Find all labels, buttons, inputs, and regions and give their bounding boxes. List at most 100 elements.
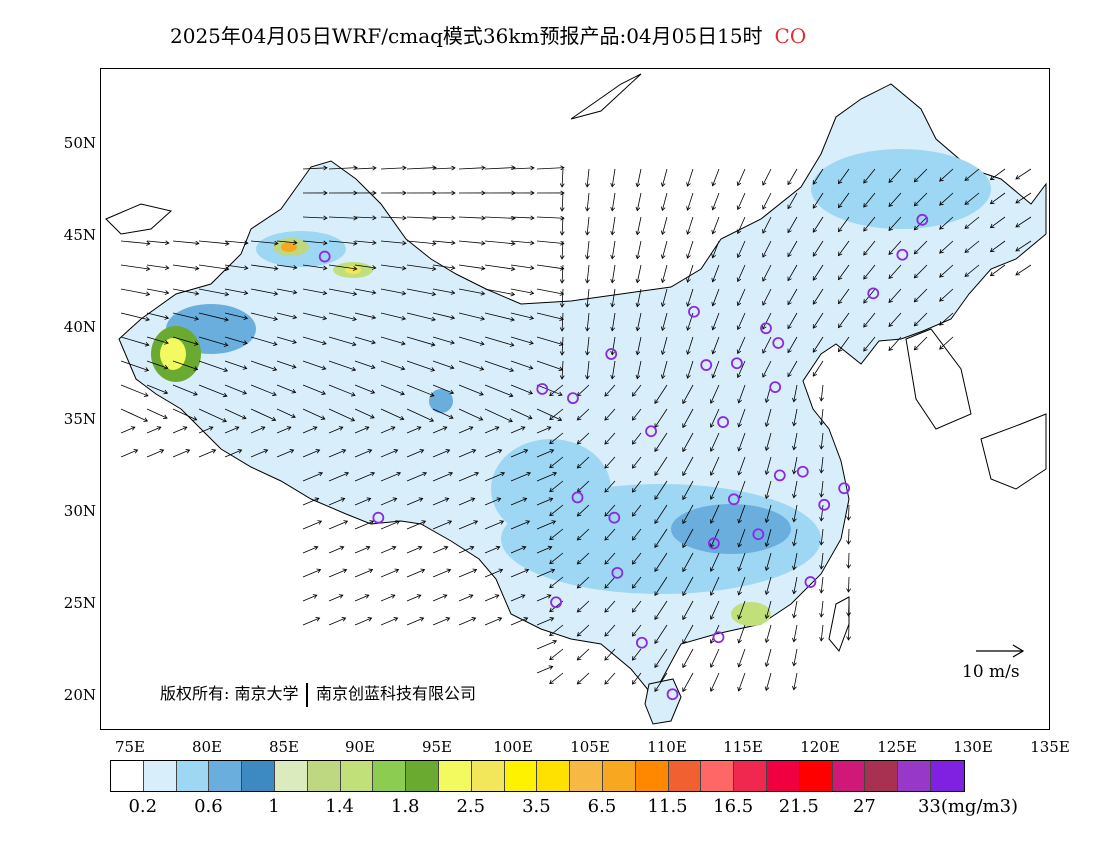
lon-label: 125E	[877, 738, 917, 756]
wind-arrowhead	[631, 608, 637, 613]
wind-arrow	[812, 168, 824, 185]
wind-arrow	[432, 336, 455, 344]
station-marker[interactable]	[605, 348, 618, 360]
station-marker[interactable]	[708, 537, 720, 550]
wind-arrow	[888, 264, 902, 279]
wind-arrow	[793, 408, 798, 426]
wind-arrow	[661, 336, 668, 355]
station-marker[interactable]	[645, 425, 657, 438]
wind-arrowhead	[480, 290, 486, 296]
station-marker[interactable]	[611, 566, 624, 579]
station-marker[interactable]	[635, 636, 648, 649]
legend-swatch	[307, 761, 341, 791]
station-marker[interactable]	[752, 528, 765, 541]
wind-arrowhead	[353, 215, 358, 221]
station-marker[interactable]	[796, 465, 809, 478]
wind-arrow	[172, 312, 199, 320]
wind-arrowhead	[792, 637, 797, 643]
lon-label: 90E	[344, 738, 376, 756]
wind-arrowhead	[293, 240, 298, 245]
legend-swatch	[602, 761, 636, 791]
wind-arrowhead	[787, 372, 792, 378]
map-canvas[interactable]	[101, 69, 1050, 730]
wind-arrowhead	[819, 613, 824, 618]
station-marker[interactable]	[666, 688, 679, 701]
wind-arrowhead	[576, 656, 582, 661]
wind-arrow	[1015, 216, 1032, 228]
station-marker[interactable]	[867, 287, 880, 300]
wind-arrow	[863, 264, 876, 280]
wind-arrowhead	[422, 471, 428, 477]
wind-arrowhead	[546, 426, 552, 431]
wind-arrowhead	[339, 545, 345, 551]
station-marker[interactable]	[769, 381, 782, 394]
station-marker[interactable]	[717, 416, 729, 428]
station-marker[interactable]	[712, 631, 725, 644]
station-marker[interactable]	[372, 511, 385, 524]
wind-arrowhead	[812, 276, 818, 281]
station-marker[interactable]	[818, 498, 831, 511]
legend-swatch	[406, 761, 439, 791]
station-marker[interactable]	[571, 491, 584, 504]
wind-arrow	[120, 360, 149, 371]
station-markers[interactable]	[318, 213, 929, 701]
wind-arrowhead	[194, 316, 200, 321]
wind-arrowhead	[391, 545, 397, 551]
station-marker[interactable]	[567, 392, 579, 405]
wind-arrowhead	[508, 417, 513, 423]
station-marker[interactable]	[804, 576, 817, 588]
wind-arrowhead	[365, 545, 371, 551]
legend-label: 16.5	[713, 796, 754, 817]
wind-arrowhead	[737, 470, 742, 476]
wind-arrowhead	[964, 224, 970, 229]
station-marker[interactable]	[550, 596, 562, 609]
station-marker[interactable]	[773, 469, 786, 482]
wind-arrow	[510, 312, 534, 319]
station-marker[interactable]	[318, 250, 331, 263]
wind-arrow	[458, 569, 477, 578]
station-marker[interactable]	[916, 213, 929, 226]
wind-arrow	[687, 240, 694, 259]
wind-arrowhead	[838, 251, 843, 257]
wind-arrowhead	[654, 399, 659, 405]
station-marker[interactable]	[838, 482, 851, 495]
wind-arrow	[561, 312, 564, 331]
wind-arrow	[302, 288, 327, 294]
station-marker[interactable]	[760, 322, 772, 335]
wind-arrowhead	[576, 632, 582, 637]
wind-arrow	[737, 216, 746, 234]
wind-arrow	[812, 360, 824, 377]
wind-arrow	[586, 288, 590, 307]
wind-arrow	[712, 288, 720, 306]
station-marker[interactable]	[608, 511, 621, 524]
wind-arrow	[276, 360, 297, 368]
station-marker[interactable]	[896, 248, 909, 261]
wind-arrow	[765, 480, 772, 499]
wind-arrowhead	[390, 426, 396, 431]
wind-arrow	[682, 600, 694, 620]
station-marker[interactable]	[772, 337, 785, 349]
wind-arrow	[536, 546, 552, 554]
wind-arrowhead	[550, 568, 556, 574]
station-marker[interactable]	[688, 305, 700, 318]
wind-arrow	[354, 546, 370, 554]
wind-arrow	[120, 312, 150, 321]
wind-arrowhead	[787, 228, 792, 234]
lat-label: 40N	[63, 318, 96, 336]
wind-arrowhead	[549, 631, 554, 637]
wind-arrowhead	[552, 471, 558, 477]
station-marker[interactable]	[730, 357, 743, 370]
station-marker[interactable]	[700, 359, 713, 371]
station-marker[interactable]	[536, 383, 549, 395]
wind-arrow	[654, 408, 668, 428]
station-marker[interactable]	[727, 493, 740, 506]
reference-vector-label: 10 m/s	[962, 662, 1020, 682]
wind-arrowhead	[431, 291, 437, 297]
wind-arrow	[848, 504, 850, 521]
map-panel[interactable]	[100, 68, 1050, 730]
wind-arrowhead	[682, 495, 687, 501]
wind-arrowhead	[291, 413, 296, 419]
wind-arrow	[302, 336, 327, 345]
wind-arrow	[820, 600, 824, 617]
wind-arrow	[198, 408, 227, 422]
